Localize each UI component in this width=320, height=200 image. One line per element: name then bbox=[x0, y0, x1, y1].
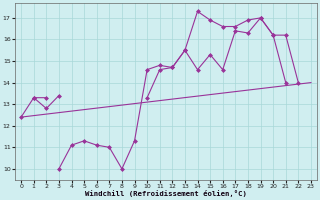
X-axis label: Windchill (Refroidissement éolien,°C): Windchill (Refroidissement éolien,°C) bbox=[85, 190, 247, 197]
